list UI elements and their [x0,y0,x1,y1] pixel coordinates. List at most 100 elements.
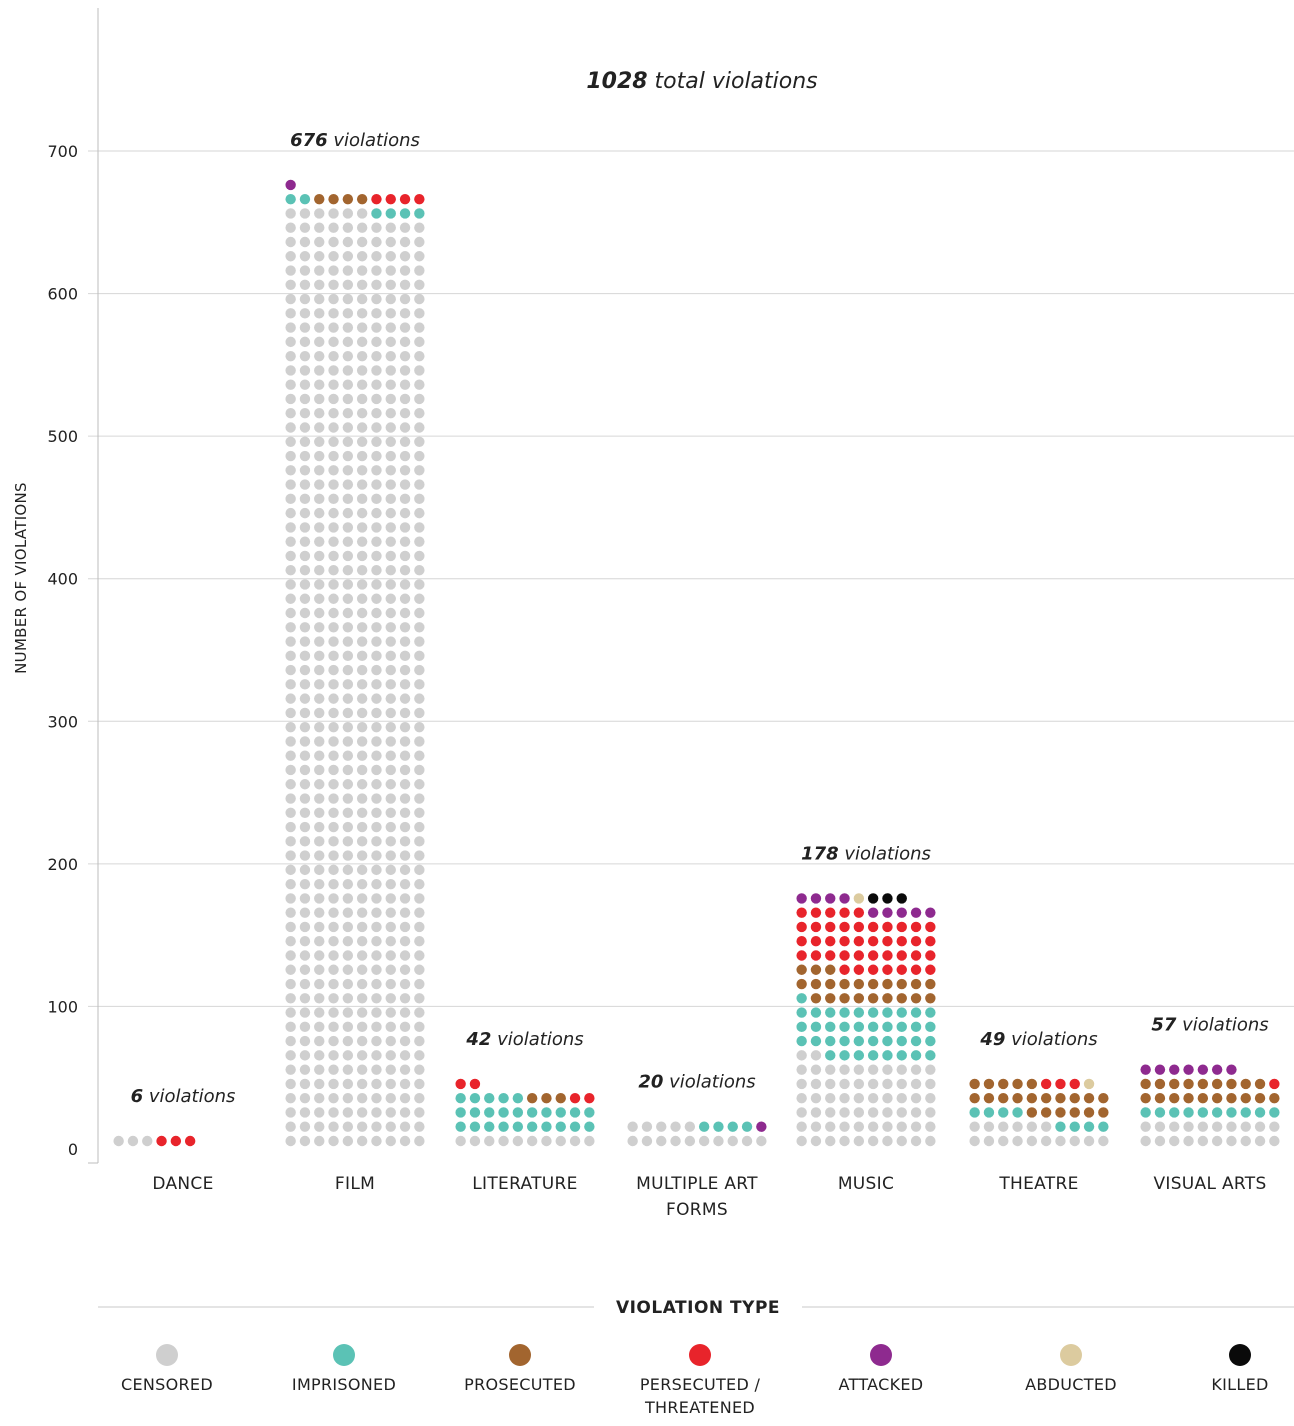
dot-censored [328,279,339,290]
dot-censored [641,1135,653,1147]
dot-censored [1069,1135,1080,1147]
dot-censored [299,607,311,619]
dot-imprisoned [882,1007,893,1018]
dot-censored [796,1078,807,1090]
dot-censored [371,536,382,547]
dot-censored [867,1092,879,1104]
dot-censored [414,736,425,747]
dot-censored [414,707,425,719]
dot-censored [314,308,325,319]
dot-censored [356,479,368,490]
dot-censored [399,1021,411,1033]
dot-censored [656,1135,667,1147]
dot-censored [285,465,296,476]
dot-imprisoned [853,1021,865,1033]
dot-imprisoned [385,208,396,219]
dot-censored [328,607,339,619]
dot-censored [925,1135,936,1147]
dot-censored [342,565,354,576]
dot-censored [414,1135,425,1147]
dot-attacked [867,907,879,918]
dot-persecuted [469,1078,481,1090]
dot-censored [371,707,382,719]
dot-censored [414,836,425,847]
dot-censored [371,1078,382,1090]
dot-censored [285,379,296,390]
dot-censored [299,1021,311,1033]
dot-censored [385,1107,396,1118]
dot-censored [882,1121,893,1132]
dot-persecuted [184,1135,196,1147]
dot-censored [285,807,296,818]
dot-persecuted [399,193,411,205]
dot-censored [399,279,411,290]
dot-persecuted [796,950,807,961]
dot-censored [399,293,411,305]
dot-censored [371,222,382,233]
dot-prosecuted [810,993,822,1004]
dot-censored [385,1078,396,1090]
dot-censored [285,507,296,519]
dot-censored [1197,1135,1209,1147]
dot-censored [285,350,296,362]
dot-censored [328,1050,339,1061]
y-tick-400: 400 [47,570,78,589]
dot-imprisoned [526,1107,538,1118]
dot-censored [399,565,411,576]
dot-censored [285,936,296,947]
dot-censored [867,1064,879,1075]
dot-prosecuted [1154,1092,1166,1104]
dot-imprisoned [1254,1107,1266,1118]
dot-censored [356,1021,368,1033]
dot-censored [285,664,296,676]
dot-censored [314,907,325,918]
dot-imprisoned [867,1050,879,1061]
dot-censored [299,222,311,233]
dot-imprisoned [1055,1121,1066,1132]
dot-censored [328,1107,339,1118]
dot-persecuted [584,1092,595,1104]
dot-censored [314,550,325,562]
dot-censored [342,679,354,690]
dot-persecuted [569,1092,581,1104]
dot-censored [414,450,425,462]
annotation-count: 49 [979,1029,1005,1050]
dot-censored [414,222,425,233]
dot-censored [385,336,396,348]
dot-censored [853,1064,865,1075]
dot-censored [371,279,382,290]
dot-censored [1055,1135,1066,1147]
dot-censored [328,764,339,776]
dot-censored [414,593,425,604]
dot-imprisoned [555,1121,566,1132]
dot-censored [512,1135,524,1147]
dot-censored [342,436,354,447]
dot-censored [285,408,296,419]
legend-item-killed: KILLED [1211,1344,1268,1394]
dot-censored [328,322,339,333]
dot-imprisoned [925,1035,936,1047]
dot-censored [399,793,411,804]
dot-censored [285,336,296,348]
dot-censored [314,1092,325,1104]
dot-censored [469,1135,481,1147]
annotation-suffix: violations [839,843,931,864]
dot-imprisoned [925,1021,936,1033]
dot-censored [314,450,325,462]
dot-censored [328,379,339,390]
dot-censored [414,507,425,519]
dot-censored [1240,1121,1251,1132]
dot-censored [285,1035,296,1047]
dot-prosecuted [1226,1092,1237,1104]
dot-censored [299,450,311,462]
dot-persecuted [910,964,922,975]
dot-censored [328,365,339,376]
dot-censored [385,950,396,961]
dot-censored [285,1064,296,1075]
category-label-literature: LITERATURE [472,1174,577,1194]
dot-censored [1254,1121,1266,1132]
dot-censored [825,1092,836,1104]
dot-censored [328,393,339,405]
dot-censored [285,964,296,975]
dot-censored [356,750,368,761]
